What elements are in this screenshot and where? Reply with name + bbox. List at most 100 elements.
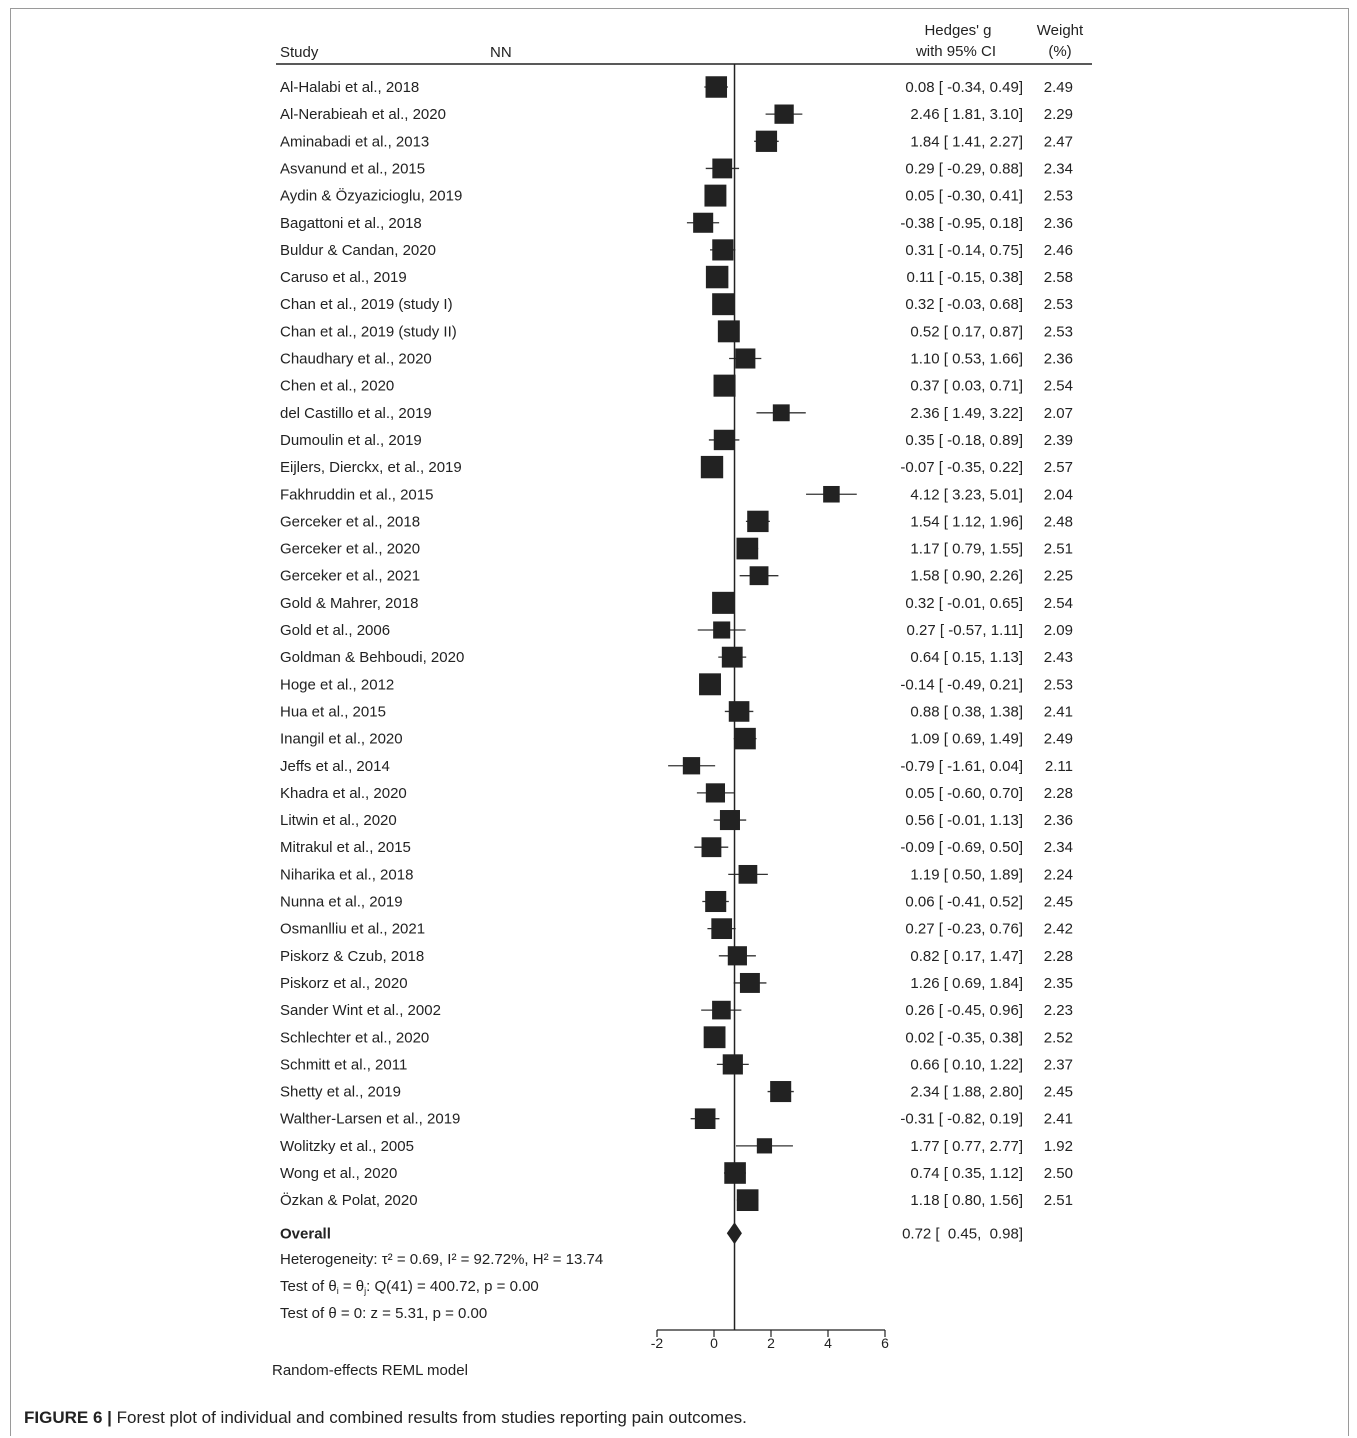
- model-text: Random-effects REML model: [272, 1362, 468, 1379]
- ci-text: -0.31 [ -0.82, 0.19]: [900, 1111, 1023, 1128]
- study-row: Asvanund et al., 2015 0.29 [ -0.29, 0.88]…: [280, 158, 1073, 179]
- ci-text: -0.79 [ -1.61, 0.04]: [900, 758, 1023, 775]
- study-label: Osmanlliu et al., 2021: [280, 921, 425, 938]
- effect-marker: [713, 429, 735, 451]
- effect-marker: [713, 374, 736, 397]
- study-label: Dumoulin et al., 2019: [280, 432, 422, 449]
- effect-marker: [736, 1189, 759, 1212]
- study-label: Fakhruddin et al., 2015: [280, 486, 433, 503]
- weight-text: 2.49: [1044, 731, 1073, 748]
- ci-text: 1.17 [ 0.79, 1.55]: [910, 541, 1023, 558]
- weight-text: 2.25: [1044, 568, 1073, 585]
- effect-marker: [719, 810, 740, 831]
- study-row: Özkan & Polat, 2020 1.18 [ 0.80, 1.56] 2.5…: [280, 1189, 1073, 1212]
- effect-marker: [823, 485, 840, 503]
- ci-text: -0.14 [ -0.49, 0.21]: [900, 676, 1023, 693]
- effect-marker: [738, 864, 758, 884]
- caption-label: FIGURE 6 |: [24, 1408, 112, 1427]
- weight-text: 2.48: [1044, 513, 1073, 530]
- effect-marker: [728, 701, 750, 722]
- study-label: Walther-Larsen et al., 2019: [280, 1111, 460, 1128]
- weight-text: 2.29: [1044, 106, 1073, 123]
- study-row: Chaudhary et al., 2020 1.10 [ 0.53, 1.66]…: [280, 348, 1073, 369]
- study-label: Jeffs et al., 2014: [280, 758, 390, 775]
- study-row: Wong et al., 2020 0.74 [ 0.35, 1.12] 2.50: [280, 1162, 1073, 1184]
- weight-text: 2.36: [1044, 812, 1073, 829]
- study-row: Schlechter et al., 2020 0.02 [ -0.35, 0.3…: [280, 1026, 1073, 1049]
- ci-text: -0.07 [ -0.35, 0.22]: [900, 459, 1023, 476]
- effect-marker: [774, 104, 794, 124]
- effect-marker: [772, 404, 790, 422]
- weight-text: 2.53: [1044, 188, 1073, 205]
- study-label: Eijlers, Dierckx, et al., 2019: [280, 459, 462, 476]
- study-row: Gerceker et al., 2021 1.58 [ 0.90, 2.26] 2…: [280, 566, 1073, 586]
- weight-text: 2.28: [1044, 785, 1073, 802]
- effect-marker: [682, 757, 701, 775]
- study-label: Asvanund et al., 2015: [280, 160, 425, 177]
- effect-marker: [747, 510, 769, 533]
- effect-marker: [722, 1054, 743, 1075]
- weight-text: 2.51: [1044, 541, 1073, 558]
- weight-text: 2.07: [1044, 405, 1073, 422]
- study-row: Gold & Mahrer, 2018 0.32 [ -0.01, 0.65] 2.…: [280, 591, 1073, 614]
- effect-marker: [705, 890, 727, 913]
- effect-marker: [694, 1108, 716, 1130]
- weight-text: 2.43: [1044, 649, 1073, 666]
- ci-text: 4.12 [ 3.23, 5.01]: [910, 486, 1023, 503]
- study-row: Gold et al., 2006 0.27 [ -0.57, 1.11] 2.09: [280, 621, 1073, 639]
- study-label: Gold et al., 2006: [280, 622, 390, 639]
- effect-marker: [699, 673, 721, 696]
- study-row: Inangil et al., 2020 1.09 [ 0.69, 1.49] 2.…: [280, 727, 1073, 750]
- ci-text: -0.38 [ -0.95, 0.18]: [900, 215, 1023, 232]
- effect-marker: [717, 320, 740, 343]
- study-row: Chan et al., 2019 (study I) 0.32 [ -0.03,…: [280, 293, 1073, 316]
- forest-plot: Study NN Hedges' g with 95% CI Weight (%…: [272, 22, 1092, 1379]
- ci-text: 2.36 [ 1.49, 3.22]: [910, 405, 1023, 422]
- study-label: Chan et al., 2019 (study II): [280, 323, 457, 340]
- study-row: Nunna et al., 2019 0.06 [ -0.41, 0.52] 2.4…: [280, 890, 1073, 913]
- effect-marker: [749, 566, 769, 586]
- study-row: Fakhruddin et al., 2015 4.12 [ 3.23, 5.01…: [280, 485, 1073, 503]
- x-tick-label: 4: [824, 1335, 832, 1351]
- study-row: del Castillo et al., 2019 2.36 [ 1.49, 3.…: [280, 404, 1073, 422]
- weight-text: 2.41: [1044, 703, 1073, 720]
- ci-text: 0.27 [ -0.23, 0.76]: [905, 921, 1023, 938]
- study-label: Schlechter et al., 2020: [280, 1029, 429, 1046]
- ci-text: 0.32 [ -0.03, 0.68]: [905, 296, 1023, 313]
- effect-marker: [712, 293, 735, 316]
- study-label: Piskorz et al., 2020: [280, 975, 408, 992]
- weight-text: 2.46: [1044, 242, 1073, 259]
- x-tick-label: -2: [651, 1335, 664, 1351]
- study-row: Chen et al., 2020 0.37 [ 0.03, 0.71] 2.54: [280, 374, 1073, 397]
- ci-text: 0.88 [ 0.38, 1.38]: [910, 703, 1023, 720]
- weight-text: 2.50: [1044, 1165, 1073, 1182]
- study-row: Gerceker et al., 2018 1.54 [ 1.12, 1.96] 2…: [280, 510, 1073, 533]
- x-tick-label: 2: [767, 1335, 775, 1351]
- weight-text: 2.53: [1044, 676, 1073, 693]
- ci-text: 2.34 [ 1.88, 2.80]: [910, 1084, 1023, 1101]
- study-label: Wong et al., 2020: [280, 1165, 397, 1182]
- weight-text: 1.92: [1044, 1138, 1073, 1155]
- study-row: Goldman & Behboudi, 2020 0.64 [ 0.15, 1.1…: [280, 646, 1073, 668]
- study-label: Caruso et al., 2019: [280, 269, 407, 286]
- study-row: Sander Wint et al., 2002 0.26 [ -0.45, 0.…: [280, 1000, 1073, 1020]
- weight-text: 2.36: [1044, 215, 1073, 232]
- study-row: Gerceker et al., 2020 1.17 [ 0.79, 1.55] 2…: [280, 537, 1073, 560]
- effect-marker: [700, 455, 724, 479]
- x-axis-ticks: -2 0 2 4 6: [651, 1330, 889, 1351]
- study-row: Jeffs et al., 2014 -0.79 [ -1.61, 0.04] 2.…: [280, 757, 1073, 775]
- ci-text: 1.84 [ 1.41, 2.27]: [910, 133, 1023, 150]
- figure-frame: [10, 8, 1349, 1436]
- ci-text: 0.11 [ -0.15, 0.38]: [907, 269, 1023, 286]
- effect-marker: [701, 837, 722, 858]
- x-tick-label: 6: [881, 1335, 889, 1351]
- study-row: Wolitzky et al., 2005 1.77 [ 0.77, 2.77] 1…: [280, 1138, 1073, 1155]
- figure-caption: FIGURE 6 | Forest plot of individual and…: [24, 1408, 747, 1428]
- study-row: Aydin & Özyazicioglu, 2019 0.05 [ -0.30, …: [280, 184, 1073, 207]
- study-row: Walther-Larsen et al., 2019 -0.31 [ -0.82…: [280, 1108, 1073, 1130]
- study-row: Al-Halabi et al., 2018 0.08 [ -0.34, 0.49…: [280, 76, 1073, 98]
- weight-text: 2.51: [1044, 1192, 1073, 1209]
- effect-marker: [713, 621, 731, 639]
- study-label: Chen et al., 2020: [280, 378, 394, 395]
- weight-text: 2.34: [1044, 839, 1073, 856]
